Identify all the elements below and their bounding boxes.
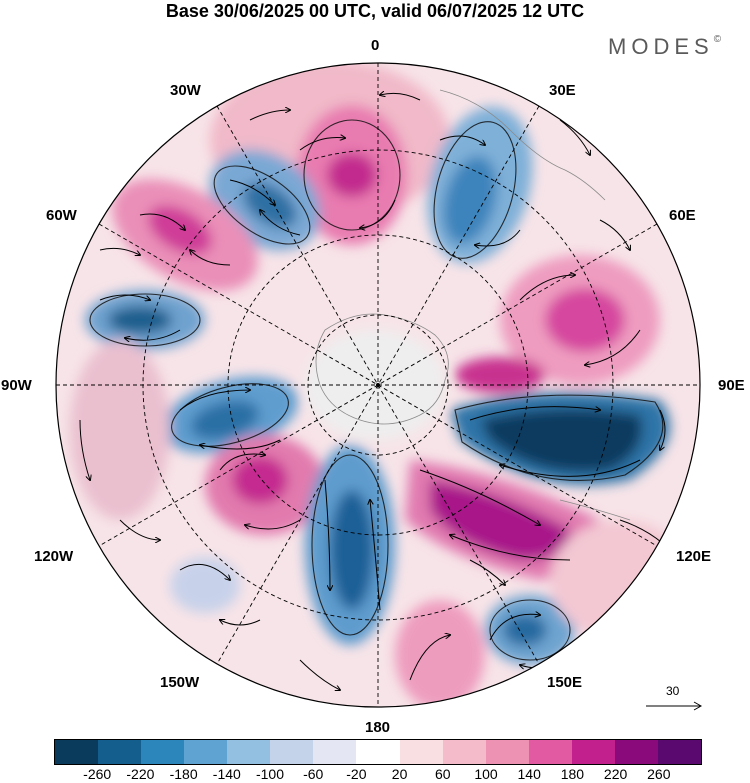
colorbar-tick-label: 180 [560,766,585,782]
colorbar-swatch [313,740,357,764]
colorbar-swatch [614,740,658,764]
colorbar-swatch [141,740,185,764]
lon-label-150e: 150E [547,674,583,691]
colorbar-swatch [98,740,142,764]
colorbar-tick-label: 20 [391,766,408,782]
colorbar-tick-label: -100 [255,766,285,782]
colorbar-swatch [528,740,572,764]
colorbar-swatch [485,740,529,764]
lon-label-30w: 30W [170,82,201,99]
reference-vector-value: 30 [666,684,680,698]
lon-label-60e: 60E [669,207,696,224]
colorbar [54,739,702,765]
lon-label-120w: 120W [34,548,74,565]
colorbar-tick-label: 100 [474,766,498,782]
colorbar-swatch [571,740,615,764]
colorbar-swatch [270,740,314,764]
lon-label-150w: 150W [160,674,200,691]
colorbar-swatch [184,740,228,764]
colorbar-swatch [356,740,400,764]
colorbar-swatch [399,740,443,764]
lon-label-30e: 30E [549,82,576,99]
colorbar-swatch [227,740,271,764]
colorbar-tick-label: 220 [603,766,628,782]
colorbar-tick-label: 260 [647,766,671,782]
colorbar-tick-label: -220 [126,766,155,782]
colorbar-tick-label: -260 [83,766,112,782]
colorbar-tick-label: 60 [435,766,451,782]
lon-label-0: 0 [371,37,380,54]
brand-mark: © [713,34,722,45]
colorbar-tick-label: 140 [517,766,541,782]
map-title: Base 30/06/2025 00 UTC, valid 06/07/2025… [165,1,585,21]
brand-logo: MODES© [608,34,721,60]
colorbar-swatch [55,740,99,764]
colorbar-tick-label: -20 [346,766,367,782]
lon-label-120e: 120E [676,548,712,565]
brand-name: MODES [608,34,714,59]
map-boundary [55,62,701,708]
colorbar-tick-label: -140 [212,766,241,782]
lon-label-90w: 90W [1,377,32,394]
arrow-right-icon [646,701,703,711]
colorbar-swatch [442,740,486,764]
lon-label-90e: 90E [718,377,745,394]
colorbar-swatch [657,740,701,764]
lon-label-180: 180 [365,719,391,736]
colorbar-tick-label: -60 [303,766,324,782]
lon-label-60w: 60W [46,207,77,224]
colorbar-ticks: -260 -220 -180 -140 -100 -60 -20 20 60 100 140 180 2… [0,766,750,783]
colorbar-tick-label: -180 [169,766,198,782]
